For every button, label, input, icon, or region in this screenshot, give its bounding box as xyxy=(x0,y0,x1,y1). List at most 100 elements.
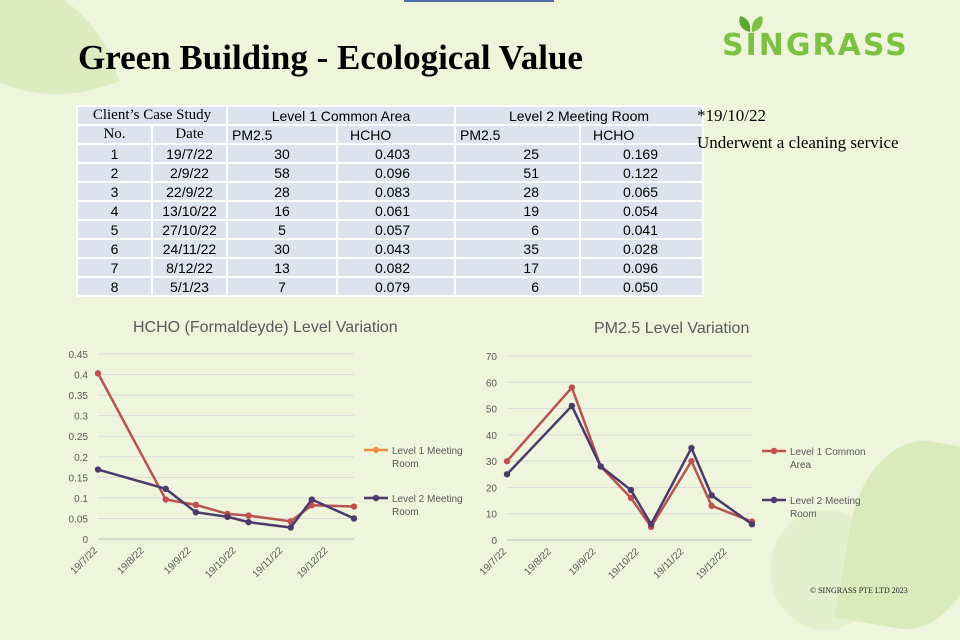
y-tick-label: 0 xyxy=(491,536,497,547)
data-point xyxy=(748,521,756,528)
data-point xyxy=(308,496,316,503)
data-point xyxy=(568,384,576,391)
y-tick-label: 30 xyxy=(486,457,498,468)
data-point xyxy=(94,466,102,473)
col-header-pm25-l2: PM2.5 xyxy=(454,124,581,145)
row-hcho-l2: 0.065 xyxy=(579,181,704,202)
data-point xyxy=(708,502,715,510)
data-point xyxy=(192,509,200,516)
data-point xyxy=(350,503,358,510)
row-pm25-l2: 17 xyxy=(454,257,581,278)
singrass-logo: SINGRASS xyxy=(722,14,932,66)
row-pm25-l1: 30 xyxy=(226,238,338,259)
y-tick-label: 0.05 xyxy=(69,514,89,525)
data-point xyxy=(597,463,604,470)
legend-marker xyxy=(372,494,380,502)
data-point xyxy=(224,513,231,520)
y-tick-label: 0.15 xyxy=(69,473,89,484)
row-pm25-l2: 25 xyxy=(454,143,581,164)
row-hcho-l1: 0.083 xyxy=(336,181,456,202)
row-date: 22/9/22 xyxy=(151,181,228,202)
row-pm25-l1: 5 xyxy=(226,219,338,240)
table-row: 7 8/12/22 13 0.082 17 0.096 xyxy=(76,257,704,278)
row-hcho-l1: 0.061 xyxy=(336,200,456,221)
series-line xyxy=(97,468,355,529)
table-column-header-row: No. Date PM2.5 HCHO PM2.5 HCHO xyxy=(76,124,704,145)
data-point xyxy=(287,518,294,525)
x-tick-label: 19/8/22 xyxy=(115,545,147,577)
group-header-level1: Level 1 Common Area xyxy=(226,105,456,126)
x-tick-label: 19/7/22 xyxy=(478,546,510,578)
row-no: 5 xyxy=(76,219,153,240)
x-tick-label: 19/8/22 xyxy=(522,546,554,578)
y-tick-label: 0.3 xyxy=(74,412,88,423)
data-point xyxy=(192,501,200,509)
data-point xyxy=(708,492,715,499)
row-hcho-l2: 0.169 xyxy=(579,143,704,164)
copyright-text: © SINGRASS PTE LTD 2023 xyxy=(810,586,908,595)
charts-canvas: 0 0.05 0.1 0.15 0.2 0.25 0.3 0.35 0.4 0.45 19/7/22… xyxy=(69,350,866,582)
legend-marker xyxy=(770,496,778,504)
row-date: 19/7/22 xyxy=(151,143,228,164)
series-line xyxy=(96,372,355,523)
table-row: 6 24/11/22 30 0.043 35 0.028 xyxy=(76,238,704,259)
data-point xyxy=(503,471,511,478)
data-point xyxy=(245,512,252,519)
y-tick-label: 20 xyxy=(486,483,498,494)
y-tick-label: 50 xyxy=(486,405,498,416)
row-hcho-l1: 0.082 xyxy=(336,257,456,278)
row-pm25-l2: 28 xyxy=(454,181,581,202)
data-point xyxy=(688,444,695,452)
x-tick-label: 19/10/22 xyxy=(606,546,642,582)
row-pm25-l2: 19 xyxy=(454,200,581,221)
row-pm25-l2: 35 xyxy=(454,238,581,259)
row-hcho-l2: 0.096 xyxy=(579,257,704,278)
row-no: 1 xyxy=(76,143,153,164)
row-hcho-l1: 0.043 xyxy=(336,238,456,259)
row-pm25-l2: 6 xyxy=(454,219,581,240)
table-row: 4 13/10/22 16 0.061 19 0.054 xyxy=(76,200,704,221)
row-date: 2/9/22 xyxy=(151,162,228,183)
x-tick-label: 19/9/22 xyxy=(162,545,194,577)
y-tick-label: 70 xyxy=(486,352,498,363)
row-pm25-l1: 16 xyxy=(226,200,338,221)
row-hcho-l1: 0.403 xyxy=(336,143,456,164)
x-tick-label: 19/10/22 xyxy=(203,545,239,581)
case-study-table: Client’s Case Study Level 1 Common Area … xyxy=(76,105,704,297)
data-point xyxy=(94,370,102,377)
row-no: 2 xyxy=(76,162,153,183)
col-header-no: No. xyxy=(76,124,153,145)
row-pm25-l1: 58 xyxy=(226,162,338,183)
x-tick-label: 19/12/22 xyxy=(694,546,730,582)
sprout-icon xyxy=(739,16,763,32)
col-header-date: Date xyxy=(151,124,228,145)
table-row: 3 22/9/22 28 0.083 28 0.065 xyxy=(76,181,704,202)
y-tick-label: 0.2 xyxy=(74,453,88,464)
data-point xyxy=(162,485,169,493)
slide-title: Green Building - Ecological Value xyxy=(78,38,583,77)
row-hcho-l1: 0.096 xyxy=(336,162,456,183)
row-no: 3 xyxy=(76,181,153,202)
row-hcho-l2: 0.050 xyxy=(579,276,704,297)
legend-marker xyxy=(372,446,380,454)
col-header-hcho-l1: HCHO xyxy=(336,124,456,145)
row-pm25-l1: 30 xyxy=(226,143,338,164)
data-point xyxy=(287,524,294,531)
data-point xyxy=(647,521,655,528)
row-hcho-l2: 0.122 xyxy=(579,162,704,183)
row-pm25-l1: 13 xyxy=(226,257,338,278)
legend-label: Level 2 Meeting Room xyxy=(790,496,861,520)
y-tick-label: 60 xyxy=(486,378,498,389)
row-date: 5/1/23 xyxy=(151,276,228,297)
table-row: 5 27/10/22 5 0.057 6 0.041 xyxy=(76,219,704,240)
row-pm25-l1: 28 xyxy=(226,181,338,202)
legend-marker xyxy=(770,447,778,455)
legend-label: Level 1 Meeting Room xyxy=(392,446,463,470)
data-point xyxy=(627,494,635,502)
y-tick-label: 0.25 xyxy=(69,432,89,443)
row-no: 6 xyxy=(76,238,153,259)
group-header-level2: Level 2 Meeting Room xyxy=(454,105,704,126)
row-hcho-l2: 0.041 xyxy=(579,219,704,240)
y-tick-label: 0 xyxy=(82,535,88,546)
data-point xyxy=(162,496,169,503)
